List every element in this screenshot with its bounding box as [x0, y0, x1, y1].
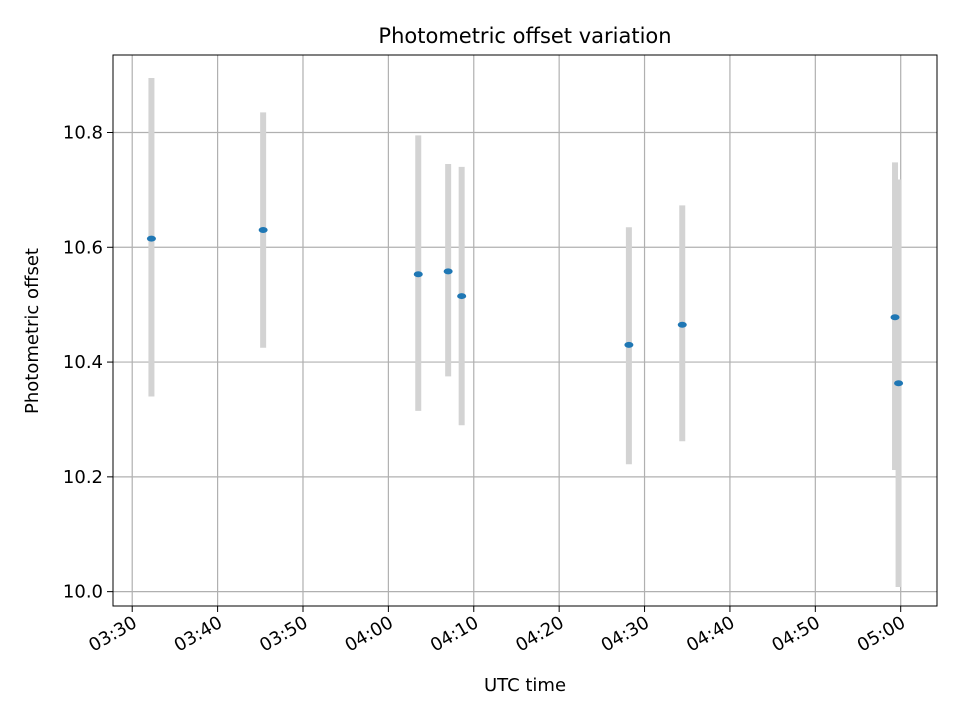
data-point [677, 321, 687, 328]
x-tick-label: 04:50 [768, 612, 823, 656]
data-point [624, 341, 634, 348]
data-point [146, 235, 156, 242]
y-tick-label: 10.6 [63, 237, 103, 258]
y-axis-label: Photometric offset [22, 248, 43, 414]
x-tick-label: 03:50 [256, 612, 311, 656]
x-axis-label: UTC time [484, 675, 566, 696]
x-tick-label: 03:40 [171, 612, 226, 656]
data-point [443, 268, 453, 275]
x-axis-ticks: 03:30 03:40 03:50 04:00 04:10 04:20 04:30 04:40… [85, 606, 909, 656]
x-tick-label: 04:00 [341, 612, 396, 656]
x-tick-label: 05:00 [854, 612, 909, 656]
y-tick-label: 10.8 [63, 122, 103, 143]
data-point [890, 314, 900, 321]
data-points [146, 227, 904, 387]
data-point [894, 380, 904, 387]
data-point [457, 293, 467, 300]
x-tick-label: 04:20 [512, 612, 567, 656]
chart-title: Photometric offset variation [378, 24, 671, 48]
y-tick-label: 10.0 [63, 582, 103, 603]
plot-background [113, 55, 937, 606]
x-tick-label: 04:10 [427, 612, 482, 656]
y-axis-ticks: 10.0 10.2 10.4 10.6 10.8 [63, 122, 113, 603]
data-point [413, 271, 423, 278]
y-tick-label: 10.2 [63, 467, 103, 488]
data-point [258, 227, 268, 234]
x-tick-label: 04:30 [598, 612, 653, 656]
x-tick-label: 04:40 [683, 612, 738, 656]
x-tick-label: 03:30 [85, 612, 140, 656]
grid-lines [113, 55, 937, 606]
plot-frame [112, 54, 938, 607]
y-tick-label: 10.4 [63, 352, 103, 373]
